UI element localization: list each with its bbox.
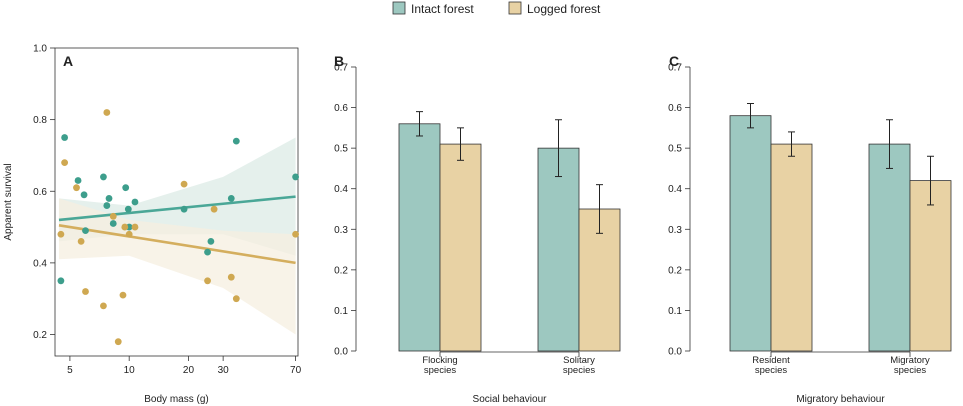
x-axis-title: Migratory behaviour bbox=[796, 394, 885, 405]
x-tick-label-line: species bbox=[563, 365, 595, 376]
data-point-logged bbox=[100, 302, 107, 310]
y-tick-label: 0.2 bbox=[668, 265, 682, 276]
bar-intact bbox=[398, 123, 441, 352]
x-tick-label-line: species bbox=[755, 365, 787, 376]
data-point-intact bbox=[180, 205, 188, 213]
data-point-intact bbox=[103, 202, 111, 209]
confidence-band-logged bbox=[58, 198, 296, 335]
data-point-logged bbox=[227, 273, 235, 281]
data-point-logged bbox=[114, 338, 122, 346]
data-point-intact bbox=[227, 195, 235, 202]
data-point-logged bbox=[73, 184, 80, 192]
x-tick-label: 70 bbox=[290, 365, 302, 376]
data-point-logged bbox=[82, 288, 89, 295]
x-tick-label-line: Migratory bbox=[890, 355, 930, 366]
x-tick-label-line: species bbox=[894, 365, 926, 376]
data-point-logged bbox=[109, 212, 117, 220]
data-point-intact bbox=[80, 191, 88, 199]
data-point-intact bbox=[109, 220, 117, 227]
data-point-logged bbox=[57, 230, 65, 238]
x-tick-label-line: Solitary bbox=[563, 355, 595, 366]
data-point-intact bbox=[124, 205, 132, 213]
y-tick-label: 0.6 bbox=[334, 103, 348, 114]
y-tick-label: 0.3 bbox=[334, 225, 348, 236]
data-point-logged bbox=[103, 109, 111, 116]
panel-label: C bbox=[669, 53, 679, 69]
y-tick-label: 0.7 bbox=[334, 63, 348, 74]
data-point-logged bbox=[204, 277, 211, 285]
y-tick-label: 0.1 bbox=[668, 306, 682, 317]
data-point-logged bbox=[121, 223, 129, 231]
data-point-intact bbox=[204, 248, 211, 256]
trend-line-intact bbox=[58, 195, 296, 222]
bar-logged bbox=[909, 180, 952, 352]
y-tick-label: 0.3 bbox=[668, 225, 682, 236]
y-tick-label: 0.8 bbox=[33, 115, 47, 126]
y-tick-label: 0.1 bbox=[334, 306, 348, 317]
data-point-intact bbox=[105, 195, 113, 202]
data-point-intact bbox=[131, 198, 139, 206]
data-point-intact bbox=[122, 184, 130, 192]
data-point-logged bbox=[232, 295, 240, 303]
x-tick-label-line: species bbox=[424, 365, 456, 376]
panel-label: A bbox=[63, 53, 73, 69]
y-tick-label: 0.5 bbox=[668, 144, 682, 155]
data-point-intact bbox=[61, 134, 69, 141]
y-tick-label: 0.2 bbox=[33, 330, 47, 341]
bar-intact bbox=[537, 147, 580, 352]
x-tick-label: 10 bbox=[124, 365, 136, 376]
data-point-intact bbox=[57, 277, 65, 285]
data-point-logged bbox=[131, 223, 139, 231]
x-tick-label-line: Resident bbox=[752, 355, 790, 366]
data-point-intact bbox=[207, 237, 215, 245]
data-point-logged bbox=[119, 291, 127, 299]
y-tick-label: 0.6 bbox=[668, 103, 682, 114]
data-point-intact bbox=[74, 177, 82, 184]
y-axis-title: Apparent survival bbox=[3, 163, 14, 240]
y-tick-label: 0.0 bbox=[334, 347, 348, 358]
y-tick-label: 0.4 bbox=[334, 184, 348, 195]
y-tick-label: 0.4 bbox=[33, 258, 47, 269]
x-tick-label: 30 bbox=[218, 365, 230, 376]
legend-label-intact: Intact forest bbox=[411, 2, 474, 16]
x-tick-label: 5 bbox=[67, 365, 73, 376]
x-axis-title: Body mass (g) bbox=[144, 394, 208, 405]
data-point-intact bbox=[82, 227, 89, 235]
bar-intact bbox=[868, 143, 911, 352]
y-tick-label: 0.0 bbox=[668, 347, 682, 358]
y-tick-label: 0.5 bbox=[334, 144, 348, 155]
legend-swatch-intact bbox=[392, 1, 406, 15]
panel-a-frame bbox=[54, 47, 299, 357]
trend-line-logged bbox=[58, 223, 296, 265]
data-point-intact bbox=[232, 137, 240, 145]
bar-logged bbox=[770, 143, 813, 352]
y-tick-label: 0.4 bbox=[668, 184, 682, 195]
y-tick-label: 1.0 bbox=[33, 44, 47, 55]
y-tick-label: 0.2 bbox=[334, 265, 348, 276]
y-tick-label: 0.7 bbox=[668, 63, 682, 74]
bar-logged bbox=[439, 143, 482, 352]
data-point-intact bbox=[292, 173, 299, 181]
bar-intact bbox=[729, 115, 772, 352]
legend-swatch-logged bbox=[508, 1, 522, 15]
data-point-logged bbox=[180, 180, 188, 188]
y-tick-label: 0.6 bbox=[33, 187, 47, 198]
legend-label-logged: Logged forest bbox=[527, 2, 601, 16]
panel-label: B bbox=[334, 53, 344, 69]
x-tick-label: 20 bbox=[183, 365, 195, 376]
data-point-logged bbox=[77, 237, 85, 245]
data-point-logged bbox=[210, 205, 218, 213]
data-point-logged bbox=[292, 230, 299, 238]
x-axis-title: Social behaviour bbox=[473, 394, 548, 405]
data-point-logged bbox=[61, 159, 69, 167]
data-point-intact bbox=[100, 173, 107, 181]
data-point-logged bbox=[125, 230, 133, 238]
x-tick-label-line: Flocking bbox=[422, 355, 457, 366]
